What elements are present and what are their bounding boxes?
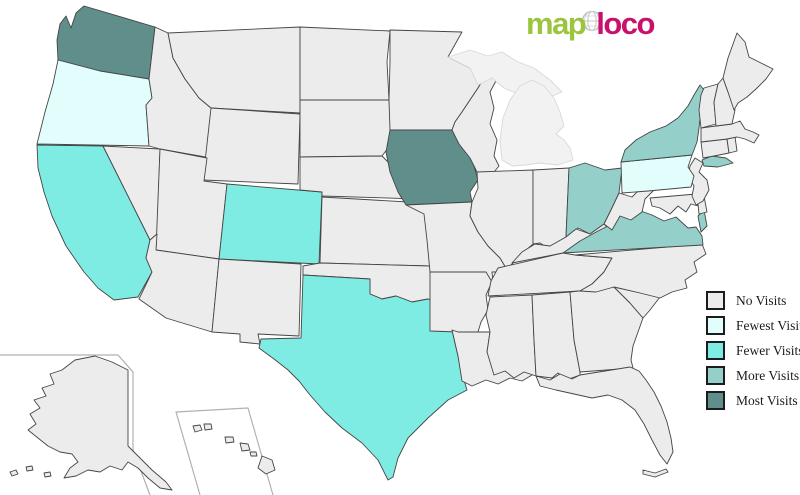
state-rhode-island [726,136,738,154]
state-maine [722,32,774,111]
legend-swatch-fewer-visits [706,341,725,360]
state-virginia [562,209,704,254]
legend-label: More Visits [736,367,800,383]
state-hawaii-kauai [192,424,203,433]
legend-label: Fewest Visits [736,317,800,333]
state-hawaii-oahu [203,423,213,431]
legend-label: Most Visits [736,392,798,408]
legend-swatch-more-visits [706,366,725,385]
state-wisconsin [451,72,500,173]
state-illinois [469,169,534,272]
state-south-dakota [299,99,392,158]
state-wyoming [202,107,301,185]
state-maryland [649,193,699,215]
state-florida-keys [642,468,669,478]
legend-label: Fewer Visits [736,342,800,358]
state-pennsylvania [620,154,695,194]
states-layer [9,5,774,491]
legend-item-no-visits: No Visits [706,291,800,310]
state-texas [258,274,468,481]
legend-swatch-no-visits [706,291,725,310]
legend-swatch-most-visits [706,391,725,410]
logo-text-loco: loco [596,6,655,41]
state-michigan-lower-peninsula [499,79,574,167]
maploco-logo[interactable]: map loco [526,6,655,41]
legend: No Visits Fewest Visits Fewer Visits Mor… [706,291,800,410]
legend-item-fewer-visits: Fewer Visits [706,341,800,360]
logo-text-map: map [526,6,587,41]
state-florida [535,366,674,465]
globe-icon [581,6,603,37]
legend-item-most-visits: Most Visits [706,391,800,410]
state-alaska [27,355,173,491]
state-alaska-aleutians [9,465,52,478]
state-new-mexico [211,258,302,345]
state-colorado [218,183,323,265]
legend-item-fewest-visits: Fewest Visits [706,316,800,335]
state-hawaii-lanai [249,451,258,457]
state-new-york [620,84,705,163]
state-indiana [532,167,570,249]
state-hawaii-maui [239,442,251,452]
legend-label: No Visits [736,292,787,308]
state-north-carolina [574,243,707,299]
legend-item-more-visits: More Visits [706,366,800,385]
state-north-dakota [299,26,391,101]
legend-swatch-fewest-visits [706,316,725,335]
state-hawaii-big-island [257,455,276,475]
state-mississippi [485,294,537,379]
state-hawaii-molokai [224,436,235,444]
state-arkansas [429,271,493,333]
